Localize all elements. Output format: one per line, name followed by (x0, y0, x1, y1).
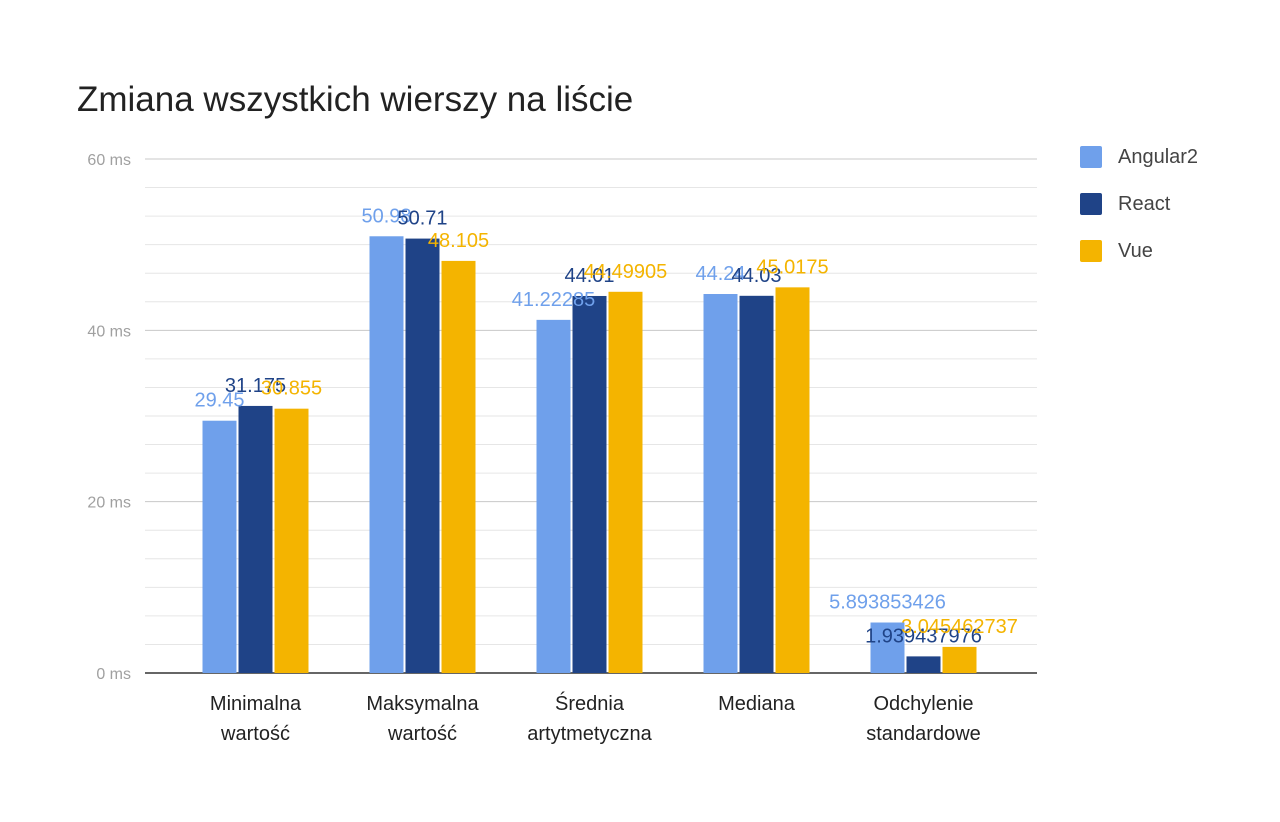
chart-title: Zmiana wszystkich wierszy na liście (77, 80, 634, 119)
x-tick-label: Mediana (718, 693, 796, 715)
bar-react-4 (906, 656, 941, 673)
bars (202, 236, 977, 673)
bar-vue-4 (942, 646, 977, 673)
legend-swatch (1080, 146, 1102, 168)
data-label: 44.24 (695, 263, 745, 285)
bar-react-3 (739, 295, 774, 673)
x-tick-label: Średnia artytmetyczna (527, 691, 652, 745)
y-tick-label: 60 ms (87, 152, 131, 169)
data-label: 5.893853426 (829, 592, 946, 614)
data-label: 44.01 (564, 265, 614, 287)
data-label: 30.855 (261, 378, 322, 400)
bar-react-1 (405, 238, 440, 673)
bar-angular2-3 (703, 294, 738, 673)
legend-item-angular2[interactable]: Angular2 (1080, 145, 1198, 169)
data-label: 41.22285 (512, 289, 595, 311)
bar-vue-1 (441, 260, 476, 673)
data-label: 1.939437976 (865, 625, 982, 647)
bar-react-0 (238, 405, 273, 673)
bar-angular2-2 (536, 319, 571, 673)
legend-swatch (1080, 240, 1102, 262)
legend-swatch (1080, 193, 1102, 215)
data-label: 3.045462737 (901, 616, 1018, 638)
legend-label: React (1118, 192, 1171, 215)
legend-label: Vue (1118, 239, 1153, 262)
legend-item-react[interactable]: React (1080, 192, 1198, 216)
y-tick-label: 0 ms (96, 666, 131, 683)
legend-item-vue[interactable]: Vue (1080, 239, 1198, 263)
x-tick-label: Odchylenie standardowe (866, 693, 981, 745)
legend-label: Angular2 (1118, 145, 1199, 168)
bar-angular2-4 (870, 622, 905, 673)
data-label: 50.71 (397, 208, 447, 230)
data-label: 48.105 (428, 230, 489, 252)
x-axis-ticks: Minimalna wartość Maksymalna wartość Średnia… (210, 691, 981, 745)
data-label: 45.0175 (756, 256, 828, 278)
data-label: 50.98 (361, 205, 411, 227)
bar-angular2-0 (202, 420, 237, 673)
bar-vue-3 (775, 287, 810, 673)
y-tick-label: 20 ms (87, 495, 131, 512)
y-tick-label: 40 ms (87, 323, 131, 340)
data-label: 44.49905 (584, 261, 667, 283)
bar-vue-0 (274, 408, 309, 673)
data-label: 44.03 (731, 265, 781, 287)
legend: Angular2 React Vue (1080, 145, 1198, 286)
bar-react-2 (572, 295, 607, 673)
y-axis-ticks: 0 ms 20 ms 40 ms 60 ms (87, 152, 131, 683)
data-label: 29.45 (194, 390, 244, 412)
x-tick-label: Maksymalna wartość (366, 693, 479, 745)
data-label: 31.175 (225, 375, 286, 397)
bar-angular2-1 (369, 236, 404, 673)
x-tick-label: Minimalna wartość (210, 693, 302, 745)
bar-vue-2 (608, 291, 643, 673)
